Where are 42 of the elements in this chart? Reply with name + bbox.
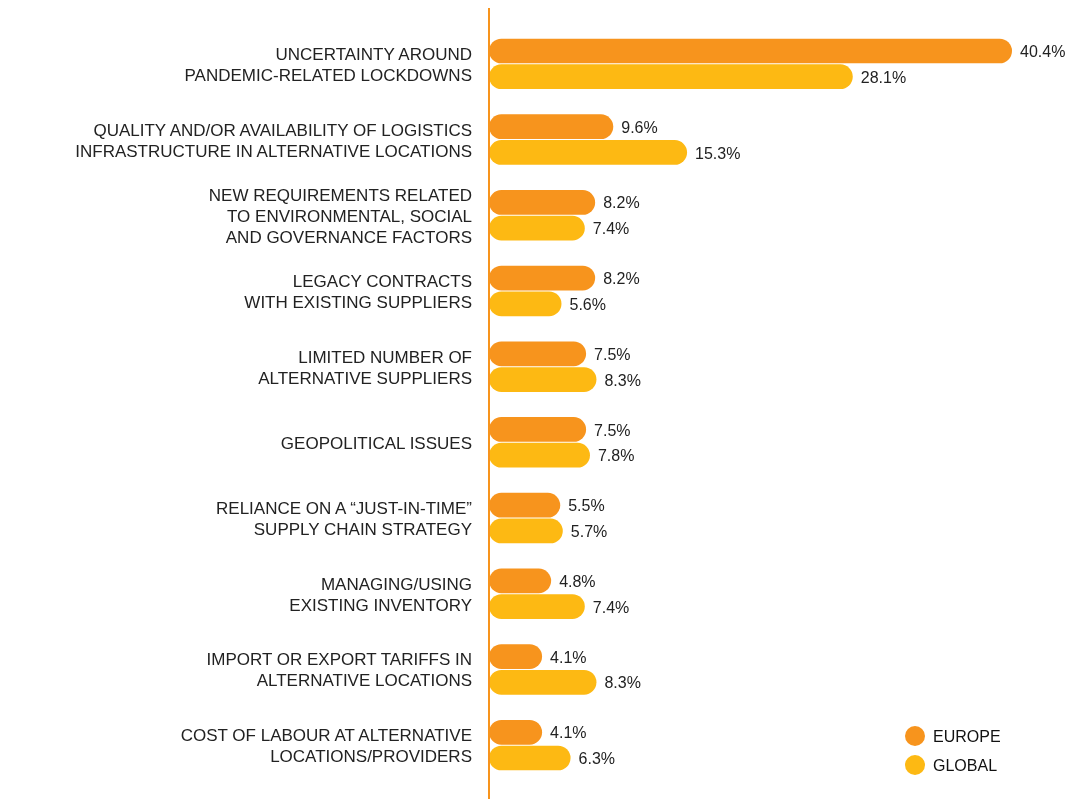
y-tick-label: IMPORT OR EXPORT TARIFFS IN ALTERNATIVE LOCATIONS: [206, 650, 472, 691]
bar: [489, 594, 585, 619]
data-label: 15.3%: [695, 144, 741, 162]
bar: [489, 140, 688, 165]
bar: [489, 367, 597, 392]
y-tick-label: GEOPOLITICAL ISSUES: [280, 433, 472, 453]
y-tick-label: LIMITED NUMBER OF ALTERNATIVE SUPPLIERS: [258, 347, 472, 388]
legend-label: GLOBAL: [933, 756, 998, 774]
data-label: 5.5%: [568, 497, 605, 515]
bar: [489, 442, 590, 468]
y-tick-label: UNCERTAINTY AROUND PANDEMIC-RELATED LOCKDOWNS: [184, 44, 472, 85]
data-label: 40.4%: [1020, 43, 1066, 61]
legend-label: EUROPE: [933, 727, 1001, 745]
data-label: 4.1%: [550, 724, 587, 742]
data-label: 4.1%: [550, 648, 587, 666]
data-label: 8.3%: [604, 371, 641, 389]
data-label: 7.5%: [594, 421, 631, 439]
y-tick-label: NEW REQUIREMENTS RELATED TO ENVIRONMENTAL, SOCIAL AND GOVERNANCE FACTORS: [208, 185, 472, 247]
data-label: 7.4%: [592, 598, 630, 616]
y-tick-label: RELIANCE ON A “JUST-IN-TIME” SUPPLY CHAIN STRATEGY: [216, 499, 473, 539]
bar: [489, 745, 571, 771]
data-label: 5.6%: [569, 295, 606, 313]
bar: [489, 669, 597, 695]
data-label: 6.3%: [578, 750, 616, 768]
bar: [489, 291, 562, 317]
y-tick-label: COST OF LABOUR AT ALTERNATIVE LOCATIONS/PROVIDERS: [180, 726, 472, 767]
y-tick-label: LEGACY CONTRACTS WITH EXISTING SUPPLIERS: [244, 271, 472, 312]
data-label: 7.5%: [594, 345, 631, 363]
y-tick-label: QUALITY AND/OR AVAILABILITY OF LOGISTICS INFRASTRUCTURE IN ALTERNATIVE LOCATIONS: [75, 120, 472, 161]
data-label: 28.1%: [860, 68, 907, 86]
data-label: 8.2%: [603, 194, 640, 212]
data-label: 7.4%: [592, 220, 630, 238]
data-label: 7.8%: [597, 447, 635, 465]
data-label: 8.2%: [603, 270, 640, 288]
bar: [489, 518, 563, 544]
data-label: 5.7%: [570, 523, 608, 541]
data-label: 8.3%: [604, 674, 641, 692]
bar: [489, 215, 585, 241]
y-tick-label: MANAGING/USING EXISTING INVENTORY: [289, 574, 472, 615]
data-label: 4.8%: [559, 572, 596, 590]
data-label: 9.6%: [621, 118, 658, 136]
bar: [489, 64, 853, 90]
